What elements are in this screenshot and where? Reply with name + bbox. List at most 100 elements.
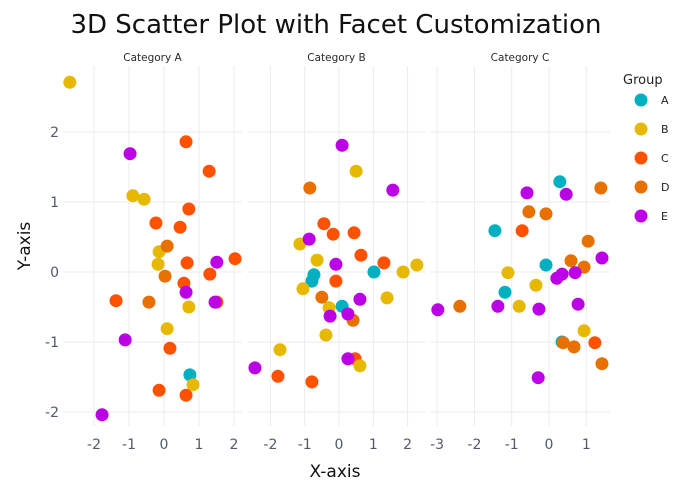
data-point-B[interactable] — [310, 253, 324, 267]
data-point-B[interactable] — [126, 189, 140, 203]
data-point-D[interactable] — [453, 299, 467, 313]
legend-item-a[interactable]: A — [634, 93, 670, 108]
data-point-E[interactable] — [123, 147, 137, 161]
data-point-A[interactable] — [305, 274, 319, 288]
data-point-C[interactable] — [163, 341, 177, 355]
data-point-C[interactable] — [326, 227, 340, 241]
data-point-D[interactable] — [303, 181, 317, 195]
legend-item-c[interactable]: C — [634, 151, 670, 166]
data-point-A[interactable] — [367, 265, 381, 279]
data-point-E[interactable] — [208, 295, 222, 309]
data-point-E[interactable] — [302, 232, 316, 246]
data-point-B[interactable] — [151, 257, 165, 271]
data-point-A[interactable] — [498, 285, 512, 299]
data-point-B[interactable] — [186, 378, 200, 392]
data-point-E[interactable] — [210, 255, 224, 269]
data-point-C[interactable] — [317, 217, 331, 231]
data-point-C[interactable] — [152, 383, 166, 397]
data-point-D[interactable] — [594, 181, 608, 195]
data-point-D[interactable] — [595, 357, 609, 371]
data-point-C[interactable] — [149, 216, 163, 230]
data-point-E[interactable] — [386, 183, 400, 197]
data-point-A[interactable] — [183, 368, 197, 382]
data-point-C[interactable] — [354, 248, 368, 262]
data-point-D[interactable] — [556, 336, 570, 350]
data-point-E[interactable] — [550, 271, 564, 285]
data-point-E[interactable] — [491, 299, 505, 313]
data-point-C[interactable] — [377, 256, 391, 270]
data-point-B[interactable] — [349, 164, 363, 178]
data-point-E[interactable] — [323, 309, 337, 323]
data-point-C[interactable] — [203, 267, 217, 281]
data-point-D[interactable] — [522, 205, 536, 219]
data-point-E[interactable] — [179, 285, 193, 299]
x-tick-label: -1 — [122, 437, 136, 453]
data-point-C[interactable] — [305, 375, 319, 389]
data-point-C[interactable] — [180, 256, 194, 270]
data-point-E[interactable] — [532, 302, 546, 316]
data-point-B[interactable] — [319, 328, 333, 342]
data-point-D[interactable] — [581, 234, 595, 248]
legend-item-d[interactable]: D — [634, 180, 670, 195]
data-point-C[interactable] — [329, 274, 343, 288]
data-point-C[interactable] — [271, 369, 285, 383]
data-point-C[interactable] — [347, 226, 361, 240]
data-point-B[interactable] — [63, 75, 77, 89]
data-point-B[interactable] — [529, 278, 543, 292]
y-tick-label: 0 — [50, 265, 59, 281]
data-point-E[interactable] — [431, 303, 445, 317]
data-point-C[interactable] — [109, 294, 123, 308]
x-tick-label: -1 — [298, 437, 312, 453]
data-point-A[interactable] — [488, 224, 502, 238]
data-point-C[interactable] — [182, 202, 196, 216]
data-point-E[interactable] — [571, 297, 585, 311]
y-tick-label: 2 — [50, 125, 59, 141]
data-point-C[interactable] — [515, 224, 529, 238]
data-point-C[interactable] — [179, 135, 193, 149]
data-point-D[interactable] — [315, 290, 329, 304]
data-point-C[interactable] — [179, 388, 193, 402]
data-point-E[interactable] — [559, 187, 573, 201]
data-point-D[interactable] — [564, 254, 578, 268]
data-point-B[interactable] — [410, 258, 424, 272]
data-point-B[interactable] — [501, 266, 515, 280]
data-point-E[interactable] — [329, 257, 343, 271]
facet-label: Category C — [491, 52, 550, 64]
data-point-E[interactable] — [335, 138, 349, 152]
data-point-E[interactable] — [531, 371, 545, 385]
data-point-E[interactable] — [520, 186, 534, 200]
data-point-B[interactable] — [160, 322, 174, 336]
legend-item-e[interactable]: E — [634, 209, 669, 224]
data-point-B[interactable] — [273, 343, 287, 357]
data-point-B[interactable] — [182, 300, 196, 314]
data-point-B[interactable] — [380, 291, 394, 305]
data-point-C[interactable] — [173, 220, 187, 234]
data-point-B[interactable] — [296, 282, 310, 296]
data-point-E[interactable] — [353, 292, 367, 306]
data-point-B[interactable] — [137, 192, 151, 206]
data-point-D[interactable] — [567, 340, 581, 354]
data-point-E[interactable] — [341, 307, 355, 321]
data-point-E[interactable] — [568, 266, 582, 280]
data-point-A[interactable] — [539, 258, 553, 272]
data-point-D[interactable] — [158, 269, 172, 283]
data-point-B[interactable] — [512, 299, 526, 313]
data-point-C[interactable] — [202, 164, 216, 178]
legend-item-b[interactable]: B — [634, 122, 669, 137]
data-point-B[interactable] — [353, 359, 367, 373]
data-point-C[interactable] — [588, 336, 602, 350]
data-point-D[interactable] — [160, 239, 174, 253]
facet-label: Category A — [123, 52, 182, 64]
data-point-E[interactable] — [341, 352, 355, 366]
data-point-E[interactable] — [118, 333, 132, 347]
data-point-E[interactable] — [95, 408, 109, 422]
data-point-D[interactable] — [539, 207, 553, 221]
data-point-E[interactable] — [248, 361, 262, 375]
data-point-B[interactable] — [577, 324, 591, 338]
data-point-E[interactable] — [595, 251, 609, 265]
data-point-A[interactable] — [553, 175, 567, 189]
data-point-D[interactable] — [142, 295, 156, 309]
x-tick-label: 1 — [582, 437, 591, 453]
data-point-C[interactable] — [228, 252, 242, 266]
data-point-B[interactable] — [396, 265, 410, 279]
